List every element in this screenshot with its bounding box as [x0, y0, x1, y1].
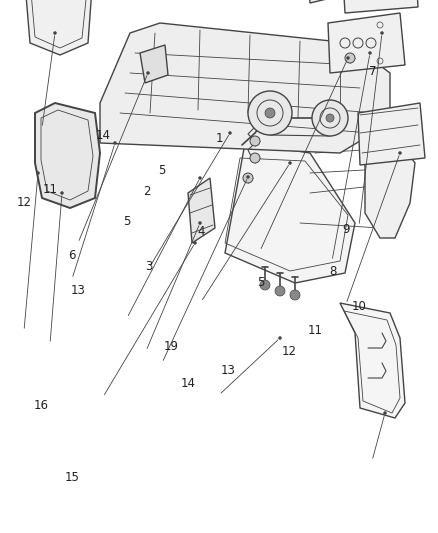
Text: 11: 11 — [308, 324, 323, 337]
Text: 14: 14 — [95, 130, 110, 142]
Circle shape — [198, 176, 201, 180]
Circle shape — [113, 141, 117, 144]
Text: 8: 8 — [329, 265, 336, 278]
Circle shape — [399, 151, 402, 155]
Text: 11: 11 — [43, 183, 58, 196]
Circle shape — [243, 173, 253, 183]
Text: 13: 13 — [220, 364, 235, 377]
Circle shape — [194, 241, 197, 245]
Text: 5: 5 — [159, 164, 166, 177]
Polygon shape — [328, 13, 405, 73]
Circle shape — [229, 132, 232, 134]
Text: 16: 16 — [34, 399, 49, 411]
Text: 14: 14 — [181, 377, 196, 390]
Circle shape — [346, 56, 350, 60]
Circle shape — [384, 411, 386, 415]
Text: 5: 5 — [124, 215, 131, 228]
Circle shape — [248, 91, 292, 135]
Polygon shape — [188, 178, 215, 243]
Polygon shape — [35, 103, 100, 208]
Circle shape — [60, 191, 64, 195]
Polygon shape — [365, 143, 415, 238]
Circle shape — [53, 31, 57, 35]
Text: 7: 7 — [368, 66, 376, 78]
Text: 5: 5 — [257, 276, 264, 289]
Text: 10: 10 — [352, 300, 367, 313]
Circle shape — [279, 336, 282, 340]
Circle shape — [326, 114, 334, 122]
Text: 3: 3 — [145, 260, 152, 273]
Polygon shape — [340, 303, 405, 418]
Polygon shape — [305, 0, 360, 3]
Circle shape — [368, 52, 371, 54]
Polygon shape — [342, 0, 418, 13]
Polygon shape — [100, 23, 390, 153]
Text: 4: 4 — [198, 225, 205, 238]
Text: 2: 2 — [143, 185, 151, 198]
Circle shape — [345, 53, 355, 63]
Circle shape — [250, 153, 260, 163]
Text: 1: 1 — [215, 132, 223, 145]
Text: 19: 19 — [163, 340, 178, 353]
Circle shape — [290, 290, 300, 300]
Circle shape — [250, 136, 260, 146]
Circle shape — [381, 31, 384, 35]
Text: 12: 12 — [17, 196, 32, 209]
Text: 15: 15 — [65, 471, 80, 483]
Circle shape — [247, 175, 250, 179]
Circle shape — [198, 222, 201, 224]
Polygon shape — [140, 45, 168, 83]
Polygon shape — [225, 143, 355, 283]
Circle shape — [260, 280, 270, 290]
Circle shape — [289, 161, 292, 165]
Polygon shape — [358, 103, 425, 165]
Circle shape — [265, 108, 275, 118]
Circle shape — [36, 172, 39, 174]
Text: 9: 9 — [342, 223, 350, 236]
Polygon shape — [25, 0, 92, 55]
Text: 12: 12 — [282, 345, 297, 358]
Text: 6: 6 — [68, 249, 76, 262]
Circle shape — [146, 71, 149, 75]
Circle shape — [312, 100, 348, 136]
Text: 13: 13 — [71, 284, 85, 297]
Circle shape — [275, 286, 285, 296]
